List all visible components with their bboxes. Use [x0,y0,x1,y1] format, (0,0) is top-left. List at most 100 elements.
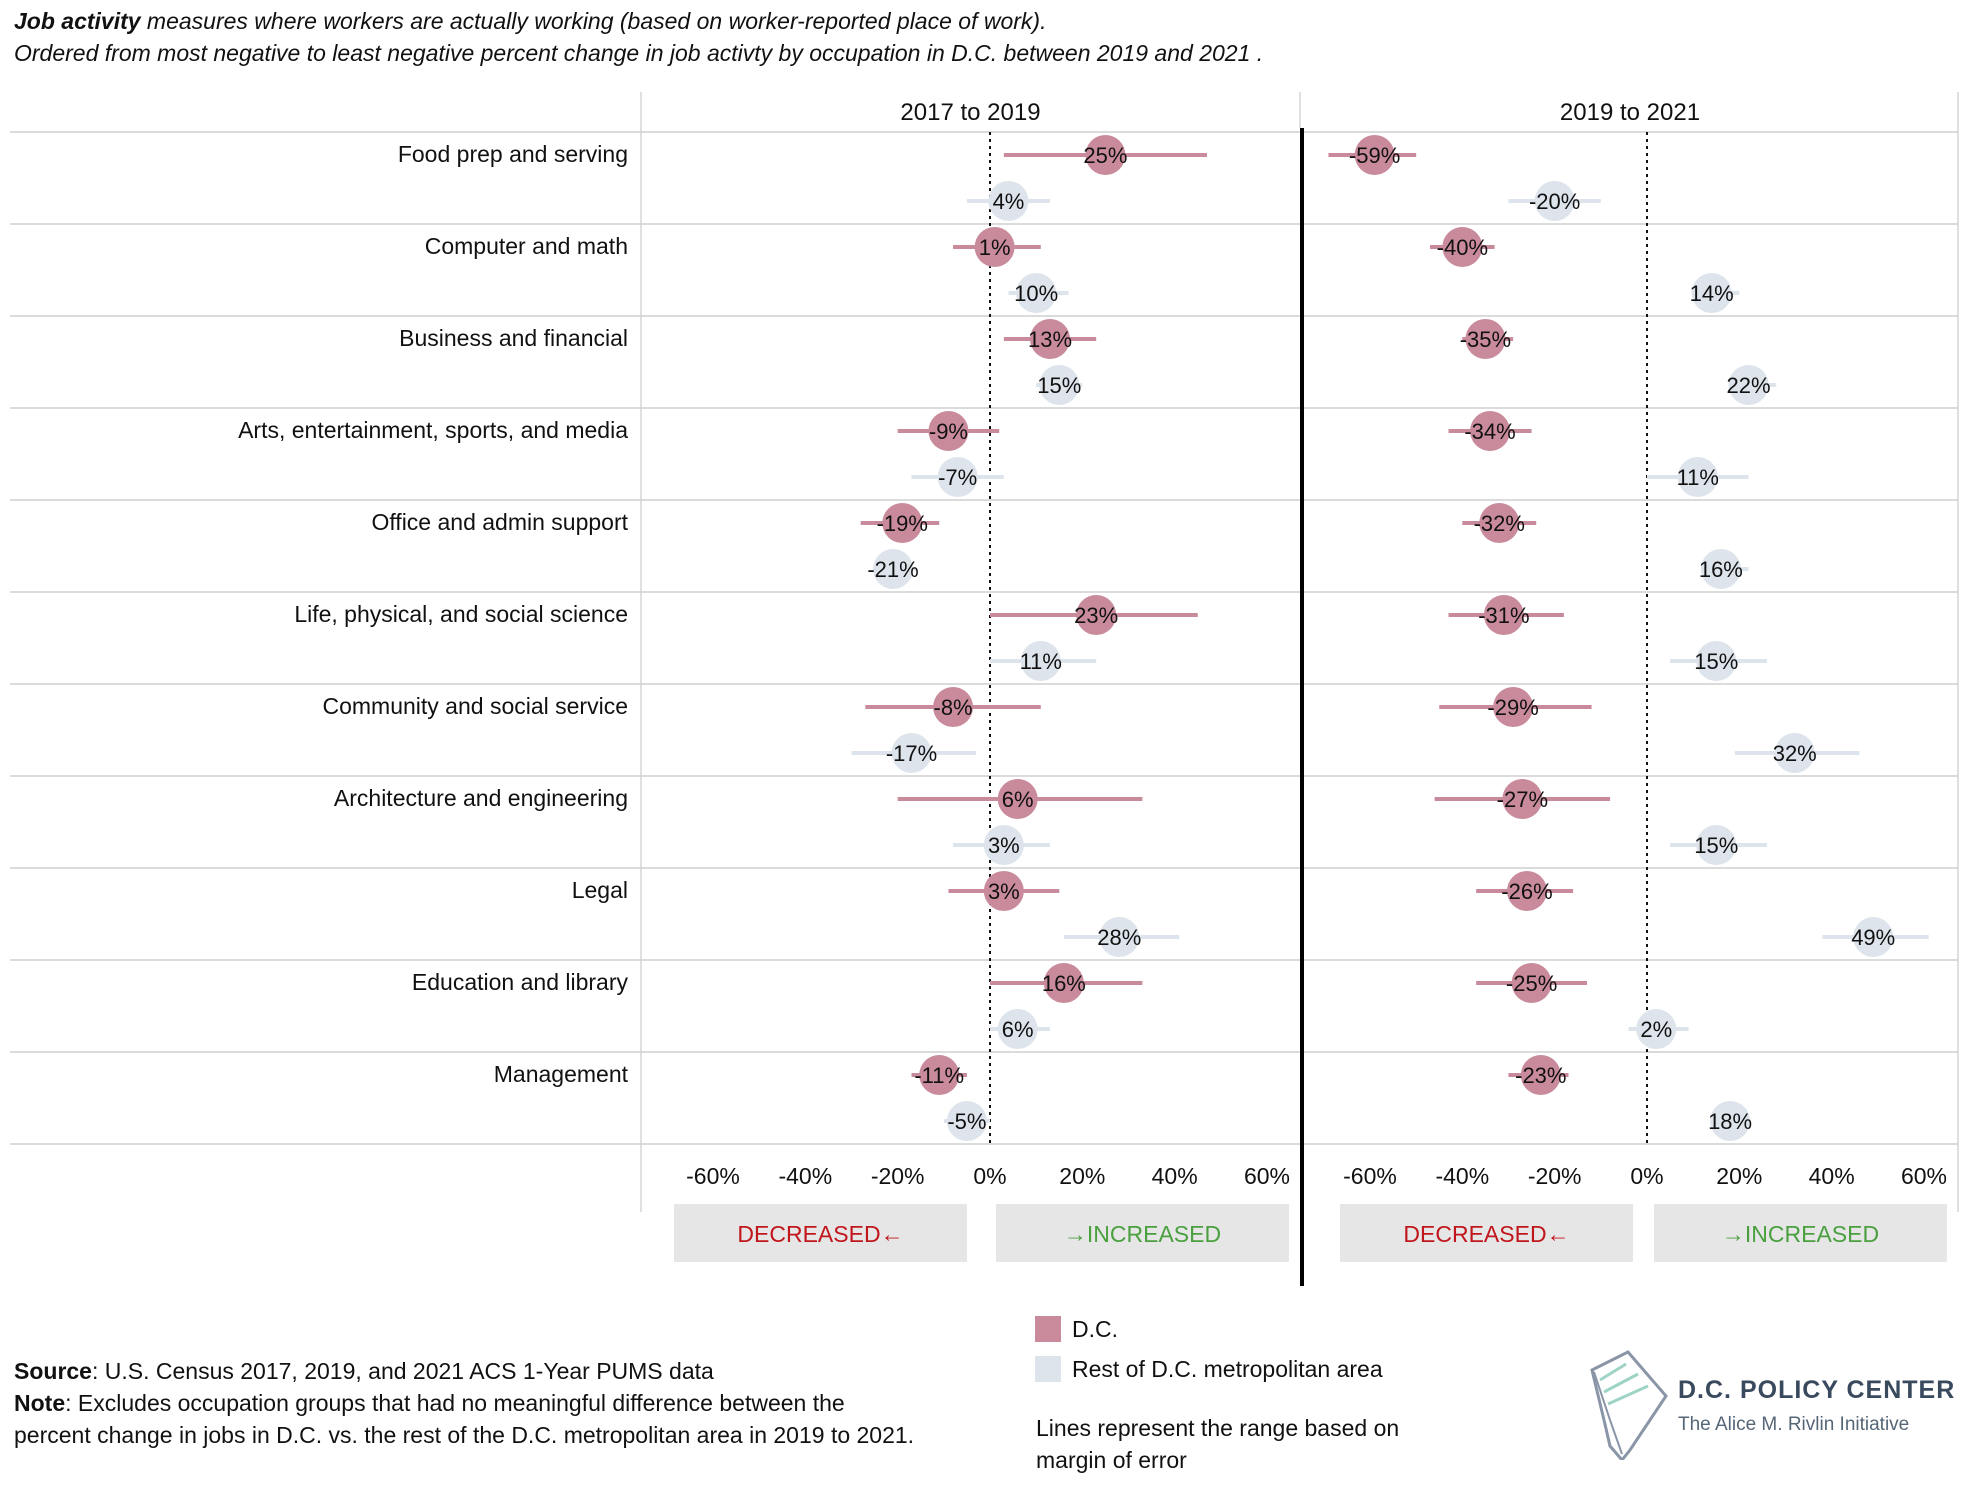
dc-point [974,227,1015,267]
rest-data-label: 22% [1727,373,1771,398]
rest-point [1039,365,1080,405]
rest-point [1696,825,1737,865]
rest-data-label: 28% [1097,925,1141,950]
rest-point [1700,549,1741,589]
rest-data-label: 14% [1690,281,1734,306]
category-label: Life, physical, and social science [294,601,628,627]
category-label: Business and financial [399,325,628,351]
note-line-2: percent change in jobs in D.C. vs. the r… [14,1422,915,1448]
dc-point [1479,503,1520,543]
intro-line-2: Ordered from most negative to least nega… [14,40,1264,66]
rest-point [1534,181,1575,221]
rest-point [937,457,978,497]
category-label: Management [494,1061,629,1087]
rest-data-label: 11% [1677,465,1719,490]
rest-data-label: -5% [947,1109,986,1134]
dc-data-label: -23% [1515,1063,1566,1088]
dc-data-label: 1% [979,235,1011,260]
x-tick-label: 0% [1630,1163,1663,1189]
x-tick-label: -60% [686,1163,740,1189]
rest-point [946,1101,987,1141]
panel-1-marks: 4% 25% 10%1% 15% 13% -7% -9% -21% -19% 11% 23% -17%… [851,135,1207,1141]
dc-data-label: -26% [1501,879,1552,904]
rest-data-label: 16% [1699,557,1743,582]
x-tick-label: 40% [1809,1163,1855,1189]
rest-data-label: 4% [993,189,1025,214]
panel-title-2: 2019 to 2021 [1560,99,1700,126]
increased-label: →INCREASED [1064,1221,1221,1247]
dc-data-label: -31% [1478,603,1529,628]
dot-range-chart: 2017 to 2019 2019 to 2021 Food prep and se… [10,92,1959,1286]
rest-point [1016,273,1057,313]
rest-data-label: -7% [938,465,977,490]
logo-subtitle: The Alice M. Rivlin Initiative [1678,1414,1910,1435]
dc-point [1043,963,1084,1003]
rest-point [1020,641,1061,681]
x-tick-label: 60% [1244,1163,1290,1189]
dc-policy-center-logo: D.C. POLICY CENTER The Alice M. Rivlin I… [1570,1350,1960,1460]
rest-data-label: 2% [1640,1017,1672,1042]
rest-point [988,181,1029,221]
dc-point [1465,319,1506,359]
dc-point [1085,135,1126,175]
dc-point [1493,687,1534,727]
intro-line-1: Job activity measures where workers are … [14,8,1046,35]
dc-map-icon [1590,1350,1668,1460]
rest-point [1774,733,1815,773]
dc-data-label: 3% [988,879,1020,904]
decreased-label: DECREASED← [737,1221,903,1247]
dc-point [1511,963,1552,1003]
rest-data-label: 15% [1037,373,1081,398]
dc-point [1030,319,1071,359]
dc-point [882,503,923,543]
rest-data-label: 49% [1851,925,1895,950]
rest-data-label: 6% [1002,1017,1034,1042]
dc-point [1076,595,1117,635]
rest-data-label: 15% [1694,649,1738,674]
dc-point [1442,227,1483,267]
rest-data-label: 15% [1694,833,1738,858]
dc-data-label: -35% [1460,327,1511,352]
dc-data-label: 25% [1083,143,1127,168]
rest-data-label: 11% [1020,649,1062,674]
dc-data-label: -9% [929,419,968,444]
dc-point [1502,779,1543,819]
x-tick-label: -40% [778,1163,832,1189]
rest-point [1691,273,1732,313]
source-text: : U.S. Census 2017, 2019, and 2021 ACS 1… [91,1358,714,1384]
rest-data-label: 18% [1708,1109,1752,1134]
dc-point [919,1055,960,1095]
rest-data-label: 3% [988,833,1020,858]
increased-box [1654,1204,1947,1262]
dc-data-label: -29% [1487,695,1538,720]
x-tick-label: 40% [1152,1163,1198,1189]
rest-point [891,733,932,773]
dc-data-label: -19% [877,511,928,536]
source-label: Source [14,1358,92,1384]
dc-data-label: -59% [1349,143,1400,168]
dc-point [933,687,974,727]
source-line: Source: U.S. Census 2017, 2019, and 2021… [14,1358,714,1385]
rest-point [997,1009,1038,1049]
dc-data-label: 23% [1074,603,1118,628]
x-tick-label: 60% [1901,1163,1947,1189]
rest-data-label: -21% [867,557,918,582]
dc-point [1483,595,1524,635]
x-tick-label: -60% [1343,1163,1397,1189]
note-text-1: : Excludes occupation groups that had no… [65,1390,845,1416]
decreased-box [674,1204,967,1262]
x-tick-label: -40% [1435,1163,1489,1189]
x-tick-label: 20% [1059,1163,1105,1189]
rest-data-label: -20% [1529,189,1580,214]
dc-data-label: -8% [934,695,973,720]
x-tick-label: -20% [871,1163,925,1189]
rest-data-label: 10% [1014,281,1058,306]
dc-data-label: -27% [1497,787,1548,812]
increased-box [996,1204,1289,1262]
category-label: Community and social service [322,693,628,719]
note-label: Note [14,1390,66,1416]
legend-swatch-dc [1035,1316,1061,1342]
dc-point [983,871,1024,911]
legend-label-dc: D.C. [1072,1316,1118,1342]
panel-2-marks: -20% -59% 14% -40% 22% -35% 11% -34% 16% -32% 15% -… [1328,135,1929,1141]
